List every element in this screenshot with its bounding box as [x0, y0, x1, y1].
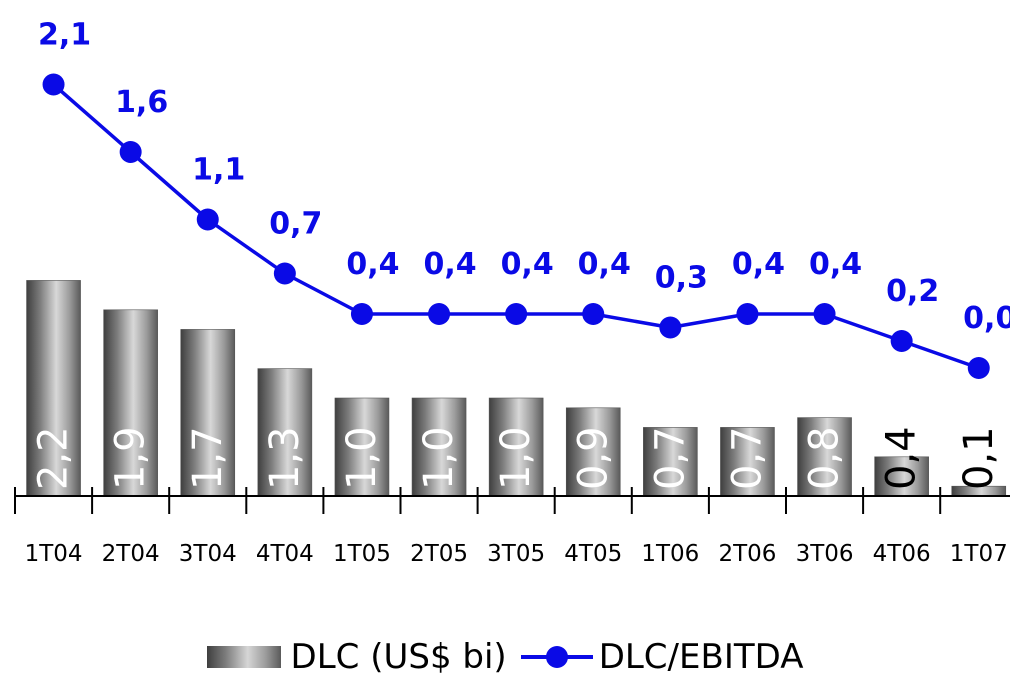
line-value-label-2T04: 1,6 — [115, 85, 168, 120]
line-point-4T06 — [890, 330, 913, 352]
line-value-label-1T05: 0,4 — [346, 247, 399, 282]
legend-item-line: DLC/EBITDA — [507, 637, 804, 677]
x-tick-label-4T04: 4T04 — [256, 541, 314, 567]
x-tick-label-3T05: 3T05 — [487, 541, 545, 567]
bar-value-label-4T05: 0,9 — [570, 426, 616, 490]
bar-1T05 — [334, 397, 390, 497]
x-tick-label-1T04: 1T04 — [25, 541, 83, 567]
line-value-label-1T07: 0,0 — [963, 301, 1010, 336]
line-point-1T05 — [350, 303, 373, 325]
line-point-3T06 — [813, 303, 836, 325]
line-point-3T05 — [505, 303, 528, 325]
line-point-1T04 — [42, 73, 65, 96]
line-point-2T06 — [736, 303, 759, 325]
line-point-2T05 — [428, 303, 451, 325]
line-point-2T04 — [119, 141, 142, 163]
x-tick-label-2T05: 2T05 — [410, 541, 468, 567]
bar-value-label-1T06: 0,7 — [647, 426, 693, 490]
x-tick-label-1T07: 1T07 — [950, 541, 1008, 567]
line-point-1T06 — [659, 316, 682, 339]
legend-bar-label: DLC (US$ bi) — [290, 637, 507, 677]
bar-3T04 — [180, 329, 236, 497]
line-point-4T05 — [582, 303, 605, 325]
bar-3T05 — [488, 397, 544, 497]
x-tick-label-4T06: 4T06 — [873, 541, 931, 567]
bar-3T06 — [797, 417, 852, 497]
bar-value-label-1T04: 2,2 — [31, 426, 77, 490]
bar-4T06 — [874, 456, 929, 497]
bar-value-label-2T05: 1,0 — [416, 426, 462, 490]
x-tick-labels: 1T04 2T04 3T04 4T04 1T05 2T05 3T05 4T05 1T06 2T06… — [25, 541, 1008, 567]
x-tick-label-3T04: 3T04 — [179, 541, 237, 567]
x-tick-label-4T05: 4T05 — [564, 541, 622, 567]
line-point-3T04 — [196, 208, 219, 231]
bar-value-label-4T04: 1,3 — [262, 426, 308, 490]
bar-2T04 — [103, 309, 158, 497]
line-value-label-4T05: 0,4 — [578, 247, 631, 282]
bar-value-label-1T05: 1,0 — [339, 426, 385, 490]
legend-bar-swatch — [206, 646, 281, 668]
bar-value-label-2T06: 0,7 — [724, 426, 770, 490]
line-value-label-2T06: 0,4 — [732, 247, 785, 282]
legend-line-label: DLC/EBITDA — [598, 637, 804, 677]
line-value-label-2T05: 0,4 — [423, 247, 476, 282]
bar-value-label-3T06: 0,8 — [802, 426, 848, 490]
bar-value-label-1T07: 0,1 — [956, 426, 1002, 490]
x-tick-label-3T06: 3T06 — [796, 541, 854, 567]
line-value-label-1T04: 2,1 — [38, 18, 91, 53]
line-value-label-3T05: 0,4 — [501, 247, 554, 282]
bar-value-label-3T04: 1,7 — [185, 426, 231, 490]
line-point-4T04 — [273, 262, 296, 285]
line-value-label-4T04: 0,7 — [269, 207, 322, 242]
line-value-label-4T06: 0,2 — [886, 274, 939, 309]
bar-value-label-4T06: 0,4 — [879, 426, 925, 490]
bar-1T06 — [643, 427, 698, 497]
line-point-1T07 — [967, 357, 990, 379]
x-tick-label-2T04: 2T04 — [102, 541, 160, 567]
bar-value-label-3T05: 1,0 — [493, 426, 539, 490]
x-tick-label-2T06: 2T06 — [718, 541, 776, 567]
line-value-label-1T06: 0,3 — [655, 261, 708, 296]
bar-series: 2,2 1,9 1,7 1,3 1,0 1,0 1,0 0,9 0,7 0,7 0,8 0,4 0,1 — [26, 280, 1007, 497]
bar-4T05 — [565, 407, 621, 497]
bar-value-label-2T04: 1,9 — [108, 426, 154, 490]
x-axis — [14, 487, 1010, 514]
x-tick-label-1T05: 1T05 — [333, 541, 391, 567]
line-path — [52, 83, 980, 370]
legend-item-bar: DLC (US$ bi) — [206, 637, 507, 677]
legend: DLC (US$ bi) DLC/EBITDA — [0, 632, 1010, 682]
line-value-label-3T04: 1,1 — [192, 153, 245, 188]
x-tick-label-1T06: 1T06 — [641, 541, 699, 567]
line-series: 2,1 1,6 1,1 0,7 0,4 0,4 0,4 0,4 0,3 0,4 0,4 0,2 0,0 — [38, 18, 1010, 379]
line-value-label-3T06: 0,4 — [809, 247, 862, 282]
bar-2T05 — [411, 397, 467, 497]
legend-line-swatch — [520, 642, 593, 672]
bar-1T04 — [26, 280, 81, 497]
